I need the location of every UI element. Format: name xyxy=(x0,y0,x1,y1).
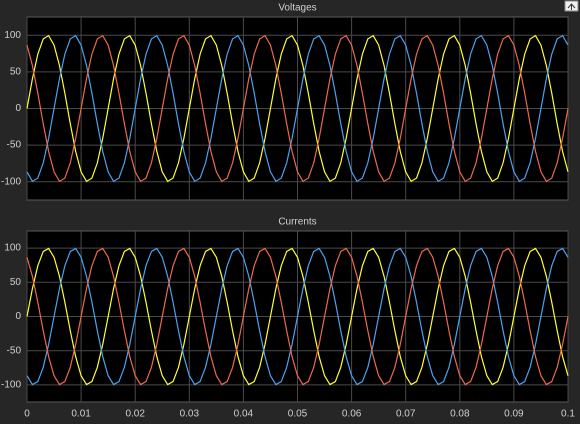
y-tick-label: 50 xyxy=(10,277,22,288)
x-tick-label: 0.01 xyxy=(71,409,91,420)
chart-title: Voltages xyxy=(278,3,316,14)
y-tick-label: -100 xyxy=(1,176,21,187)
x-tick-label: 0.08 xyxy=(450,409,470,420)
y-tick-label: 0 xyxy=(15,103,21,114)
chart-title: Currents xyxy=(278,217,316,228)
signal-line xyxy=(26,34,569,183)
y-tick-label: -100 xyxy=(1,380,21,391)
x-tick-label: 0.1 xyxy=(561,409,575,420)
y-tick-label: 100 xyxy=(4,30,21,41)
signal-line xyxy=(26,247,569,386)
signal-line xyxy=(26,34,569,183)
x-tick-label: 0.05 xyxy=(288,409,308,420)
x-tick-label: 0 xyxy=(24,409,30,420)
icon-arrow[interactable] xyxy=(567,3,576,10)
signal-line xyxy=(26,247,569,386)
x-tick-label: 0.02 xyxy=(125,409,145,420)
x-tick-label: 0.06 xyxy=(342,409,362,420)
x-tick-label: 0.07 xyxy=(396,409,416,420)
y-tick-label: 0 xyxy=(15,311,21,322)
x-tick-label: 0.04 xyxy=(234,409,254,420)
y-tick-label: 100 xyxy=(4,243,21,254)
signal-line xyxy=(26,247,569,386)
y-tick-label: 50 xyxy=(10,67,22,78)
y-tick-label: -50 xyxy=(7,140,22,151)
signal-line xyxy=(26,34,569,183)
x-tick-label: 0.09 xyxy=(504,409,524,420)
y-tick-label: -50 xyxy=(7,345,22,356)
undock-icon[interactable] xyxy=(564,0,579,12)
x-tick-label: 0.03 xyxy=(180,409,200,420)
